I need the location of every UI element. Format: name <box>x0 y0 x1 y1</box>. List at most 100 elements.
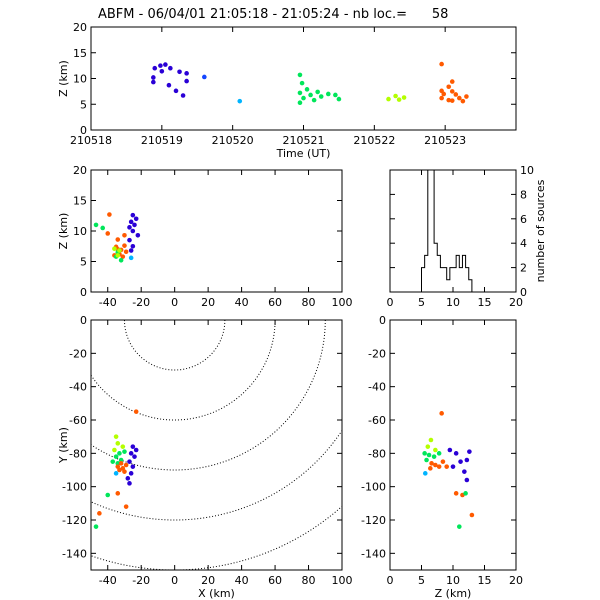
histogram-bin <box>456 255 459 292</box>
y-tick-label: 5 <box>80 256 87 269</box>
source-point <box>311 97 317 103</box>
source-point <box>122 232 127 238</box>
range-ring <box>123 320 226 371</box>
source-point <box>318 94 324 99</box>
x-tick-label: 20 <box>509 296 523 309</box>
z-y-panel: 0 5 10 15 20 -140 -120 -100 -80 -60 -40 -20 0 Z (km) <box>361 314 523 600</box>
source-point <box>458 459 463 464</box>
y-tick-label: -120 <box>62 514 87 527</box>
source-point <box>128 255 134 261</box>
source-point <box>117 451 122 456</box>
source-point <box>123 462 129 468</box>
source-point <box>151 75 156 80</box>
y-tick-label: -60 <box>69 414 87 427</box>
source-point <box>163 62 168 67</box>
source-point <box>117 248 122 253</box>
source-point <box>93 222 99 228</box>
source-point <box>118 461 124 466</box>
source-point <box>110 459 116 464</box>
x-tick-label: -40 <box>99 296 117 309</box>
histogram-bin <box>447 280 450 292</box>
source-point <box>450 464 456 469</box>
x-tick-label: 40 <box>235 296 249 309</box>
histogram-bin <box>444 268 447 292</box>
y-tick-label: 0 <box>379 314 386 327</box>
source-point <box>425 444 431 449</box>
histogram-bin <box>440 268 443 292</box>
source-point <box>457 524 462 529</box>
source-point <box>439 61 444 67</box>
source-point <box>133 409 139 414</box>
source-point <box>105 231 111 236</box>
x-tick-label: -20 <box>132 574 150 587</box>
x-tick-label: 5 <box>418 296 425 309</box>
source-point <box>93 524 99 529</box>
y-tick-label: -40 <box>69 381 87 394</box>
source-point <box>123 504 129 509</box>
source-point <box>429 461 434 466</box>
source-point <box>449 89 455 94</box>
histogram-bin <box>431 170 434 292</box>
x-tick-label: -20 <box>132 296 150 309</box>
source-point <box>386 96 391 102</box>
y-tick-label: -20 <box>69 347 87 360</box>
source-point <box>127 237 132 243</box>
source-points <box>93 409 139 529</box>
source-point <box>97 511 102 516</box>
histogram-bin <box>428 170 431 292</box>
x-tick-label: 10 <box>446 574 460 587</box>
source-point <box>304 87 310 92</box>
y-tick-label: 10 <box>73 225 87 238</box>
y-tick-label: -20 <box>368 347 386 360</box>
source-point <box>132 454 137 459</box>
source-point <box>428 466 433 471</box>
histogram-bars <box>390 170 516 292</box>
source-point <box>151 79 156 85</box>
y-tick-label: -80 <box>368 447 386 460</box>
histogram-bin <box>437 255 440 292</box>
source-point <box>299 80 305 86</box>
figure-title: ABFM - 06/04/01 21:05:18 - 21:05:24 - nb… <box>98 7 448 22</box>
y-tick-label: 0 <box>520 286 527 299</box>
y-tick-label: -60 <box>368 414 386 427</box>
y-tick-label: 6 <box>520 213 527 226</box>
source-point <box>128 471 134 476</box>
source-point <box>100 225 106 231</box>
plot-frame <box>90 169 343 293</box>
source-point <box>297 100 303 106</box>
source-point <box>393 93 398 99</box>
source-point <box>112 246 117 251</box>
source-point <box>308 92 313 98</box>
source-point <box>424 457 429 463</box>
x-axis-label: X (km) <box>198 587 235 600</box>
source-point <box>439 411 444 416</box>
source-point <box>115 441 121 446</box>
source-point <box>453 451 459 456</box>
y-axis-label: Y (km) <box>57 427 70 464</box>
histogram-bin <box>459 268 462 292</box>
x-tick-label: 80 <box>302 296 316 309</box>
y-axis-label: Z (km) <box>57 213 70 250</box>
source-points <box>151 61 469 106</box>
source-point <box>464 477 470 483</box>
source-point <box>297 72 303 78</box>
source-point <box>127 459 132 464</box>
source-point <box>177 69 182 75</box>
source-point <box>441 91 447 97</box>
plot-frame <box>389 319 517 571</box>
y-tick-label: -80 <box>69 447 87 460</box>
histogram-bin <box>434 243 437 292</box>
source-point <box>133 216 139 222</box>
source-point <box>105 492 111 498</box>
source-point <box>115 253 121 258</box>
x-tick-label: 100 <box>332 296 353 309</box>
source-point <box>115 461 121 466</box>
source-point <box>453 491 459 496</box>
y-tick-label: -40 <box>368 381 386 394</box>
y-tick-label: 20 <box>73 21 87 34</box>
source-point <box>159 68 165 74</box>
source-point <box>449 98 455 103</box>
source-point <box>118 457 124 463</box>
x-tick-label: 40 <box>235 574 249 587</box>
